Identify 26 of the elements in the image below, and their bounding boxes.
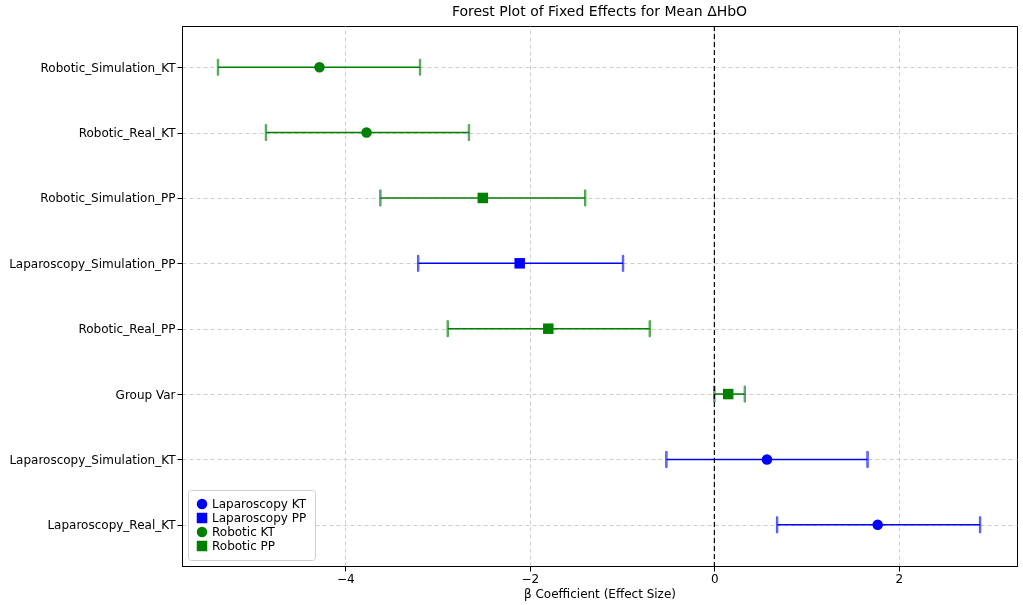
- x-tick-label: 2: [895, 571, 904, 586]
- point: [514, 258, 525, 269]
- legend-label: Laparoscopy KT: [212, 497, 307, 511]
- legend-label: Laparoscopy PP: [212, 511, 307, 525]
- point: [543, 323, 554, 334]
- y-tick-label: Robotic_Simulation_PP: [40, 191, 176, 206]
- legend-label: Robotic KT: [212, 525, 276, 539]
- point: [477, 192, 489, 204]
- point: [722, 388, 734, 400]
- y-tick-label: Robotic_Simulation_KT: [40, 60, 177, 75]
- x-axis-title: β Coefficient (Effect Size): [524, 586, 676, 601]
- y-tick-label: Laparoscopy_Real_KT: [47, 518, 177, 533]
- y-tick-label: Robotic_Real_KT: [78, 126, 177, 141]
- x-tick-label: −2: [521, 571, 540, 586]
- y-tick-label: Group Var: [115, 387, 176, 402]
- chart-title: Forest Plot of Fixed Effects for Mean ΔHbO: [451, 3, 748, 20]
- point: [761, 454, 773, 465]
- point: [314, 61, 325, 73]
- legend-label: Robotic PP: [212, 539, 276, 553]
- x-tick-label: 0: [711, 571, 719, 586]
- y-tick-label: Laparoscopy_Simulation_KT: [9, 452, 177, 467]
- y-tick-label: Robotic_Real_PP: [78, 322, 176, 337]
- x-tick-label: −4: [336, 571, 355, 586]
- point: [361, 127, 372, 138]
- point: [872, 519, 883, 531]
- y-tick-label: Laparoscopy_Simulation_PP: [9, 256, 176, 271]
